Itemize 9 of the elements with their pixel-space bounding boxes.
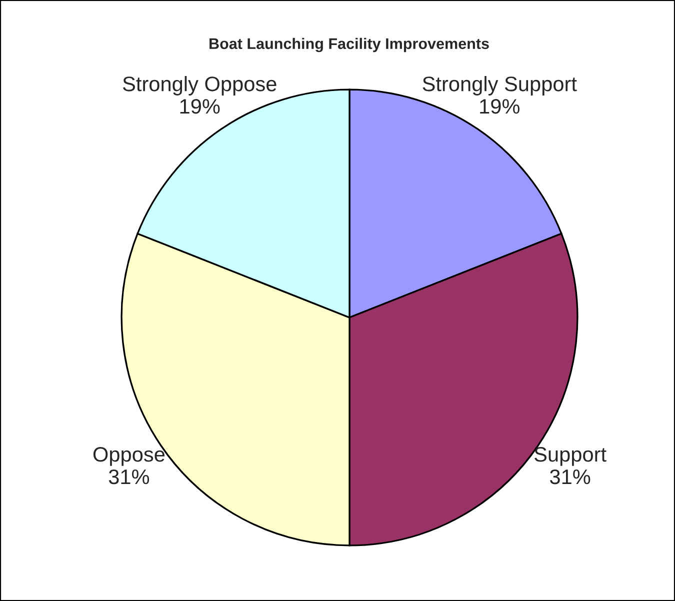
chart-title: Boat Launching Facility Improvements xyxy=(210,38,489,52)
slice-label: Strongly Support xyxy=(422,76,577,96)
data-label: 31% xyxy=(550,469,590,484)
slice-label: Oppose xyxy=(93,447,165,466)
data-label: 19% xyxy=(180,99,220,114)
slice-label: Strongly Oppose xyxy=(122,76,276,96)
data-label: 19% xyxy=(480,99,520,114)
data-label: 31% xyxy=(108,469,150,484)
slice-label: Support xyxy=(534,447,606,466)
